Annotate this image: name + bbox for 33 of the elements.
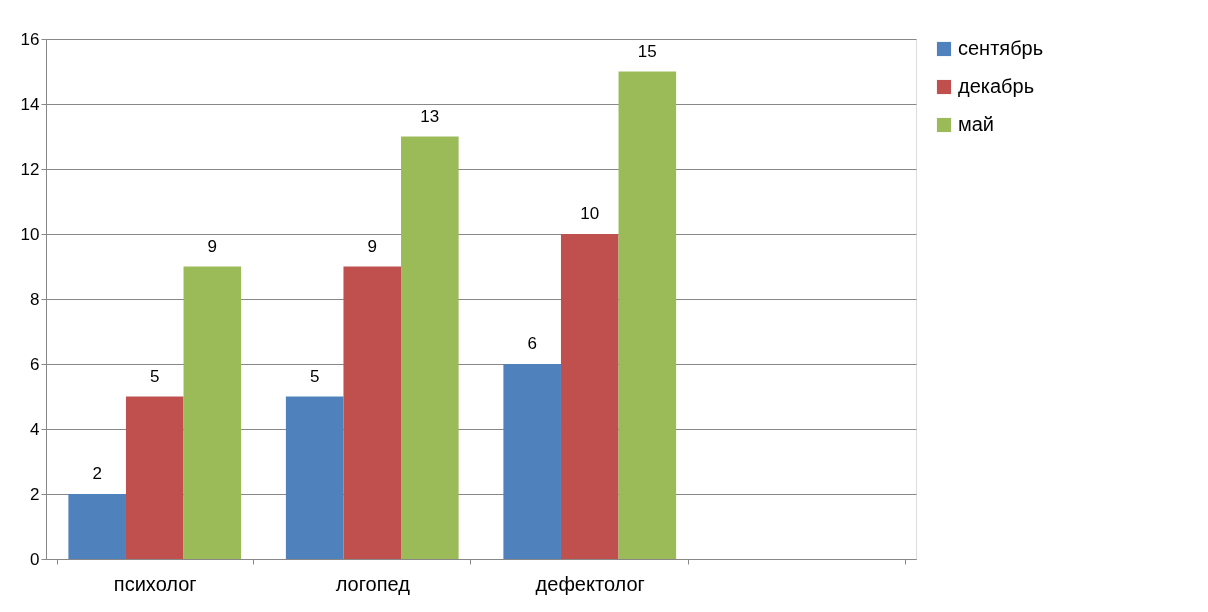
data-label: 5 <box>309 366 320 386</box>
x-tick-label: дефектолог <box>535 572 645 595</box>
bar <box>401 136 459 559</box>
bar <box>503 364 561 559</box>
data-label: 9 <box>367 236 377 256</box>
y-tick-label: 14 <box>20 94 40 114</box>
x-tick-label: психолог <box>113 572 197 595</box>
data-label: 2 <box>92 464 102 483</box>
x-tick-label: логопед <box>335 572 411 595</box>
bar <box>183 266 242 559</box>
bar <box>68 494 126 559</box>
data-label: 13 <box>420 106 440 126</box>
y-tick-label: 10 <box>20 224 40 244</box>
legend-label: декабрь <box>958 75 1035 97</box>
legend-label: май <box>958 113 995 135</box>
data-label: 5 <box>150 366 160 386</box>
bar <box>125 396 184 559</box>
y-tick-label: 2 <box>30 484 40 504</box>
bar <box>285 396 344 559</box>
bar <box>618 71 677 559</box>
legend-label: сентябрь <box>958 37 1044 59</box>
y-tick-label: 8 <box>30 289 40 309</box>
data-label: 6 <box>527 334 537 353</box>
data-label: 10 <box>580 204 600 223</box>
bar <box>560 234 619 559</box>
y-tick-label: 4 <box>30 419 40 439</box>
y-tick-label: 6 <box>30 354 40 374</box>
y-tick-label: 12 <box>20 159 40 179</box>
y-tick-label: 0 <box>30 549 40 569</box>
bar <box>343 266 402 559</box>
data-label: 15 <box>637 41 657 61</box>
data-label: 9 <box>207 236 218 256</box>
y-tick-label: 16 <box>20 29 40 49</box>
